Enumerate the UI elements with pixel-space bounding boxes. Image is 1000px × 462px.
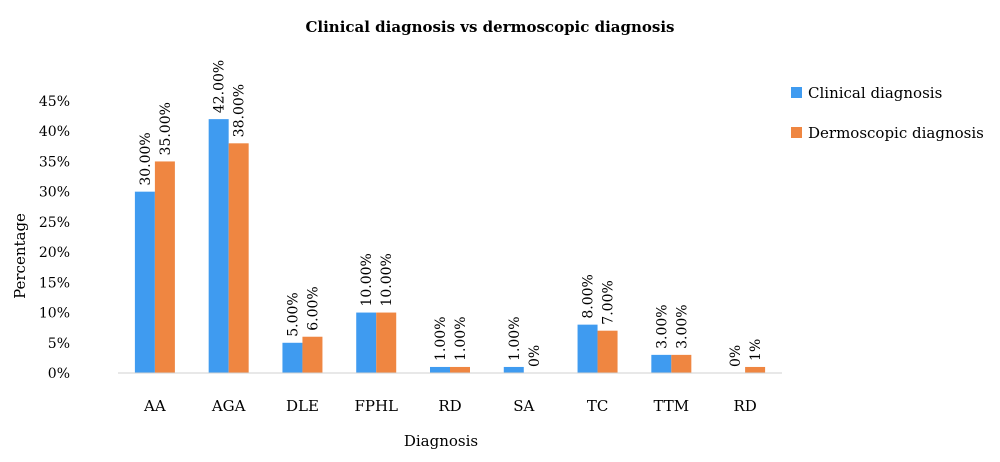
bar-clinical	[651, 354, 672, 373]
data-label: 0%	[728, 345, 744, 367]
bar-clinical	[208, 119, 229, 373]
y-tick-label: 20%	[39, 245, 70, 261]
bar-clinical	[356, 312, 377, 373]
data-label: 8.00%	[581, 274, 597, 318]
y-tick-label: 40%	[39, 124, 70, 140]
bar-dermoscopic	[302, 336, 323, 373]
y-tick-label: 35%	[39, 154, 70, 170]
y-tick-label: 0%	[48, 366, 70, 382]
bar-dermoscopic	[376, 312, 397, 373]
data-label: 1.00%	[507, 316, 523, 360]
bar-clinical	[503, 366, 524, 373]
y-tick-label: 10%	[39, 306, 70, 322]
bar-clinical	[134, 191, 155, 373]
bar-clinical	[282, 342, 303, 373]
y-tick-label: 25%	[39, 215, 70, 231]
bar-dermoscopic	[745, 366, 766, 373]
legend: Clinical diagnosis Dermoscopic diagnosis	[791, 84, 984, 142]
data-label: 10.00%	[379, 253, 395, 306]
x-category-label: AA	[143, 397, 166, 415]
bars-group	[134, 119, 766, 373]
y-tick-label: 5%	[48, 336, 70, 352]
bar-dermoscopic	[228, 143, 249, 373]
legend-swatch	[791, 127, 802, 138]
data-label: 38.00%	[232, 84, 248, 137]
data-label: 1.00%	[453, 316, 469, 360]
data-label: 3.00%	[674, 304, 690, 348]
legend-label: Clinical diagnosis	[808, 84, 942, 102]
x-category-label: RD	[733, 397, 756, 415]
data-label: 1.00%	[433, 316, 449, 360]
chart-title: Clinical diagnosis vs dermoscopic diagno…	[305, 18, 674, 36]
x-axis-categories: AA AGA DLE FPHL RD SA TC TTM RD	[143, 397, 757, 415]
data-label: 7.00%	[601, 280, 617, 324]
x-category-label: RD	[438, 397, 461, 415]
legend-swatch	[791, 87, 802, 98]
data-label: 3.00%	[654, 304, 670, 348]
bar-dermoscopic	[671, 354, 692, 373]
x-category-label: TTM	[654, 397, 690, 415]
data-label: 30.00%	[138, 132, 154, 185]
bar-dermoscopic	[597, 330, 618, 373]
x-category-label: DLE	[286, 397, 319, 415]
data-label: 42.00%	[212, 60, 228, 113]
x-category-label: TC	[587, 397, 608, 415]
data-label: 6.00%	[305, 286, 321, 330]
legend-label: Dermoscopic diagnosis	[808, 124, 984, 142]
data-label: 10.00%	[359, 253, 375, 306]
data-labels: 30.00%42.00%5.00%10.00%1.00% 1.00%8.00%3.…	[138, 60, 764, 367]
y-axis-ticks: 0% 5% 10% 15% 20% 25% 30% 35% 40% 45%	[39, 94, 70, 382]
bar-dermoscopic	[154, 161, 175, 373]
bar-clinical	[430, 366, 450, 373]
x-category-label: SA	[513, 397, 534, 415]
bar-clinical	[577, 324, 598, 373]
y-tick-label: 45%	[39, 94, 70, 110]
data-label: 5.00%	[285, 292, 301, 336]
y-tick-label: 30%	[39, 185, 70, 201]
x-category-label: AGA	[211, 397, 246, 415]
x-category-label: FPHL	[354, 397, 398, 415]
bar-dermoscopic	[450, 366, 470, 373]
data-label: 0%	[527, 345, 543, 367]
x-axis-label: Diagnosis	[404, 432, 478, 450]
data-label: 1%	[748, 339, 764, 361]
data-label: 35.00%	[158, 102, 174, 155]
y-axis-label: Percentage	[11, 213, 29, 299]
y-tick-label: 15%	[39, 275, 70, 291]
